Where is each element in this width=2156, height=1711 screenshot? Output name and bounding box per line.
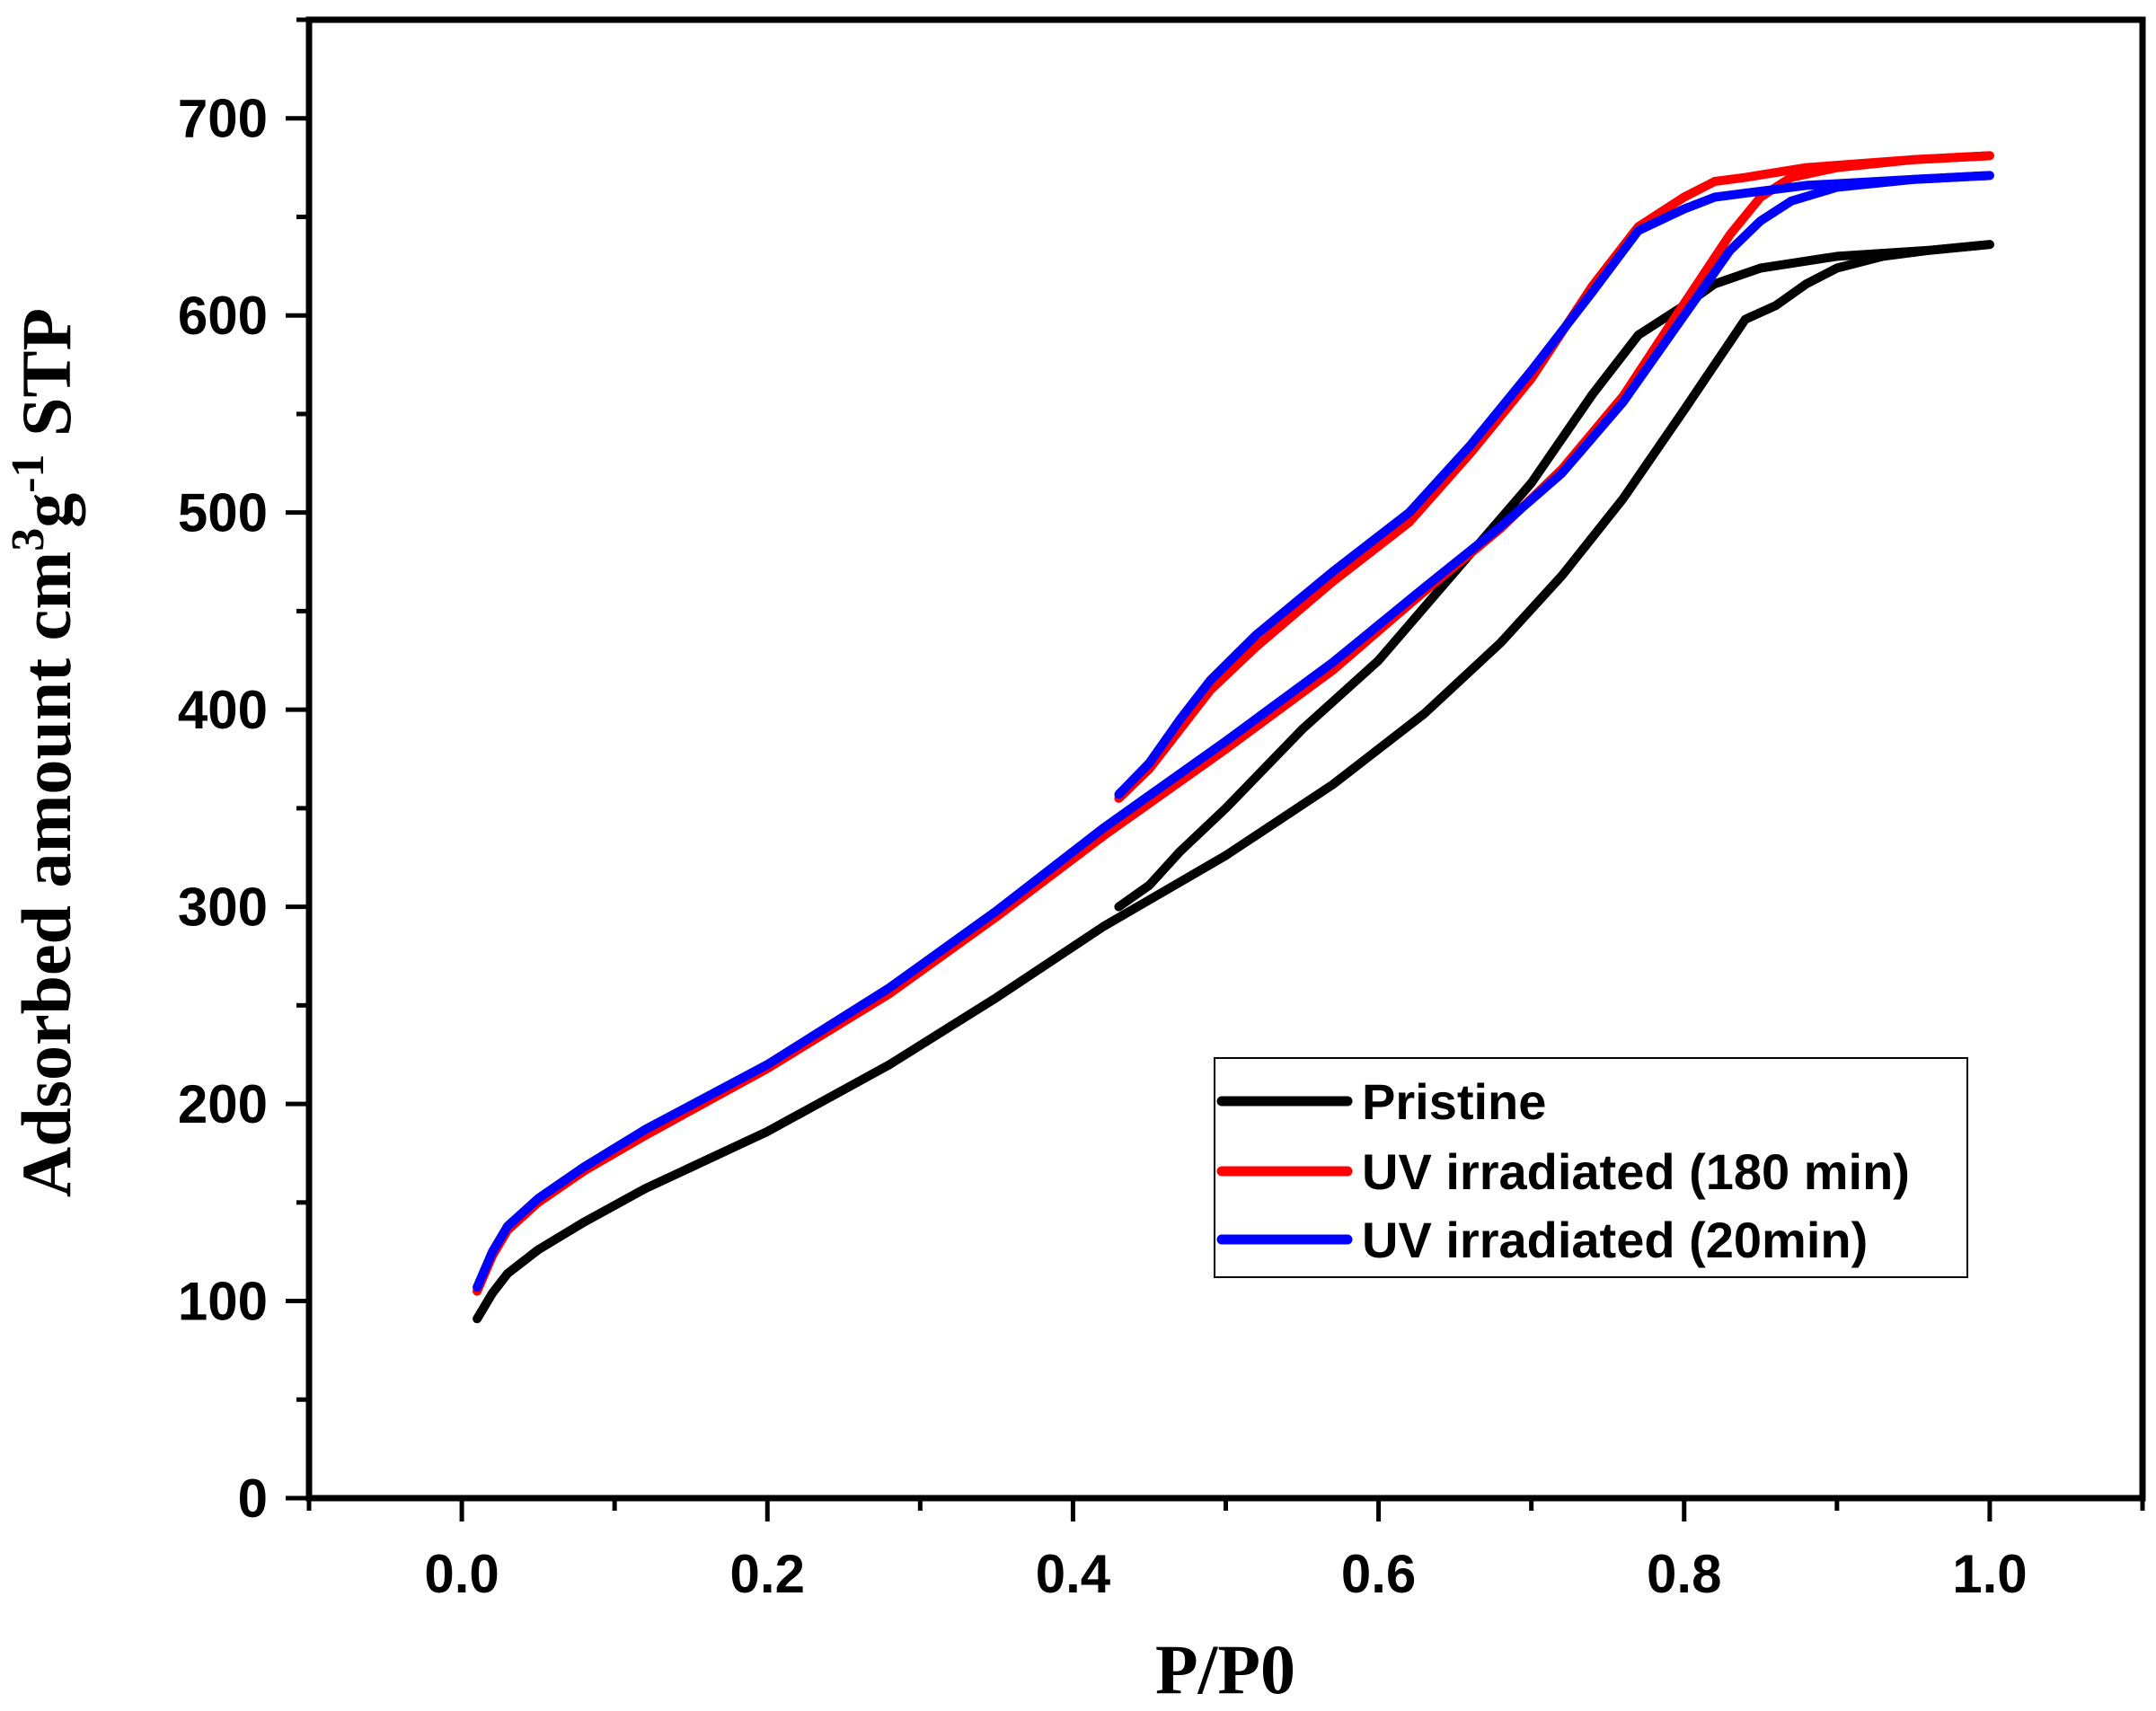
series-layer bbox=[473, 151, 1994, 1324]
series-line-pristine-adsorption bbox=[473, 240, 1994, 1324]
legend-label-pristine: Pristine bbox=[1362, 1073, 1546, 1130]
legend-label-uv-20: UV irradiated (20min) bbox=[1362, 1212, 1868, 1268]
y-tick-label: 500 bbox=[178, 483, 268, 543]
legend-label-uv-180: UV irradiated (180 min) bbox=[1362, 1143, 1910, 1200]
y-tick-label: 200 bbox=[178, 1074, 268, 1134]
axis-layer: 0 100 200 300 400 500 600 700 0.0 0.2 0.4 0.6 0.8 1.0 bbox=[178, 17, 2145, 1604]
x-tick-label: 0.8 bbox=[1647, 1544, 1721, 1604]
series-line-pristine-desorption bbox=[1114, 240, 1994, 912]
y-tick-label: 600 bbox=[178, 286, 268, 346]
x-tick-label: 0.4 bbox=[1036, 1544, 1111, 1604]
series-line-uv-irradiated-20min-adsorption bbox=[473, 171, 1994, 1292]
legend: Pristine UV irradiated (180 min) UV irra… bbox=[1214, 1057, 1968, 1278]
y-tick-label: 0 bbox=[238, 1468, 268, 1529]
x-axis-title: P/P0 bbox=[1155, 1630, 1295, 1708]
x-tick-label: 1.0 bbox=[1952, 1544, 2027, 1604]
y-tick-label: 100 bbox=[178, 1272, 268, 1332]
y-tick-label: 700 bbox=[178, 89, 268, 149]
plot-frame bbox=[305, 16, 2146, 1502]
y-tick-label: 400 bbox=[178, 680, 268, 740]
x-tick-label: 0.2 bbox=[730, 1544, 805, 1604]
y-tick-label: 300 bbox=[178, 878, 268, 938]
y-axis-title: Adsorbed amount cm3g-1 STP bbox=[3, 308, 85, 1197]
x-tick-label: 0.0 bbox=[424, 1544, 499, 1604]
series-line-uv-irradiated-180-min-desorption bbox=[1114, 151, 1994, 803]
x-tick-label: 0.6 bbox=[1341, 1544, 1416, 1604]
series-line-uv-irradiated-20min-desorption bbox=[1114, 171, 1994, 799]
